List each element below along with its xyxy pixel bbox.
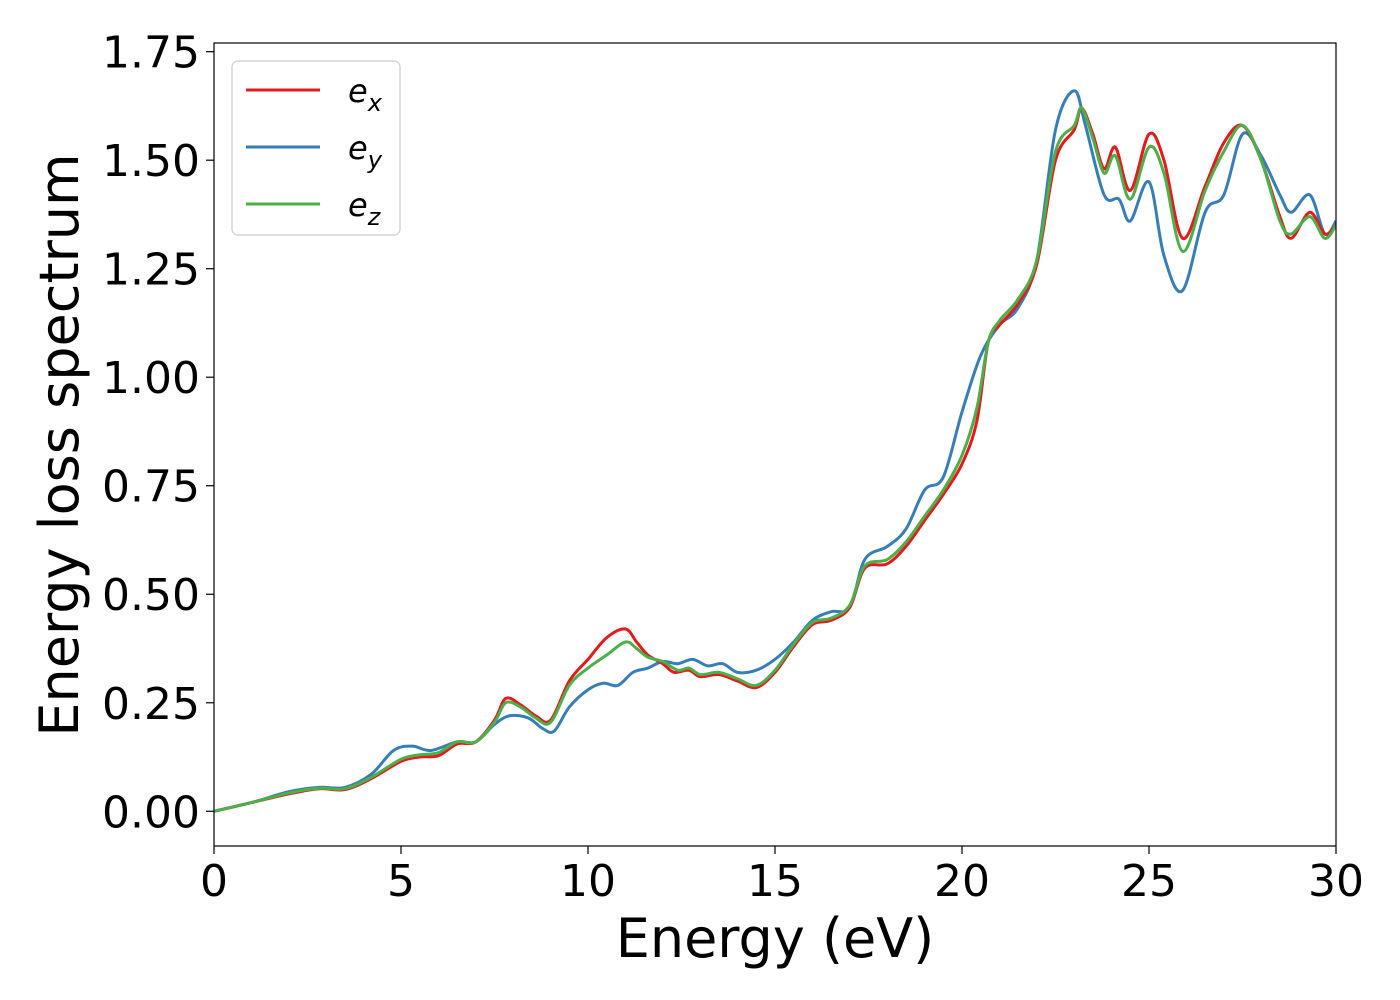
- series-line-ez: [214, 106, 1336, 813]
- x-axis: 0 5 10 15 20 25 30: [200, 846, 1364, 907]
- x-axis-label: Energy (eV): [616, 907, 935, 970]
- x-tick-label: 10: [560, 856, 616, 907]
- legend-label-ex: ex: [348, 72, 383, 117]
- legend-label-subscript: x: [367, 89, 383, 117]
- y-axis-label: Energy loss spectrum: [28, 153, 91, 736]
- legend-label-base: e: [348, 186, 368, 224]
- x-tick-label: 15: [747, 856, 803, 907]
- legend-label-subscript: y: [367, 146, 383, 174]
- legend-label-base: e: [348, 72, 368, 110]
- legend-label-ey: ey: [348, 129, 383, 174]
- y-tick-label: 0.25: [102, 679, 200, 730]
- legend-label-base: e: [348, 129, 368, 167]
- y-axis: 0.00 0.25 0.50 0.75 1.00 1.25 1.50 1.75: [102, 28, 214, 838]
- legend-label-ez: ez: [348, 186, 382, 231]
- y-tick-label: 0.75: [102, 462, 200, 513]
- y-tick-label: 1.00: [102, 353, 200, 404]
- x-tick-label: 20: [934, 856, 990, 907]
- y-tick-label: 0.00: [102, 787, 200, 838]
- x-tick-label: 30: [1308, 856, 1364, 907]
- y-tick-label: 1.75: [102, 28, 200, 79]
- y-tick-label: 1.50: [102, 136, 200, 187]
- y-tick-label: 0.50: [102, 570, 200, 621]
- x-tick-label: 0: [200, 856, 228, 907]
- x-tick-label: 5: [387, 856, 415, 907]
- y-tick-label: 1.25: [102, 245, 200, 296]
- series-layer: [214, 89, 1336, 813]
- x-tick-label: 25: [1121, 856, 1177, 907]
- legend-label-subscript: z: [367, 203, 382, 231]
